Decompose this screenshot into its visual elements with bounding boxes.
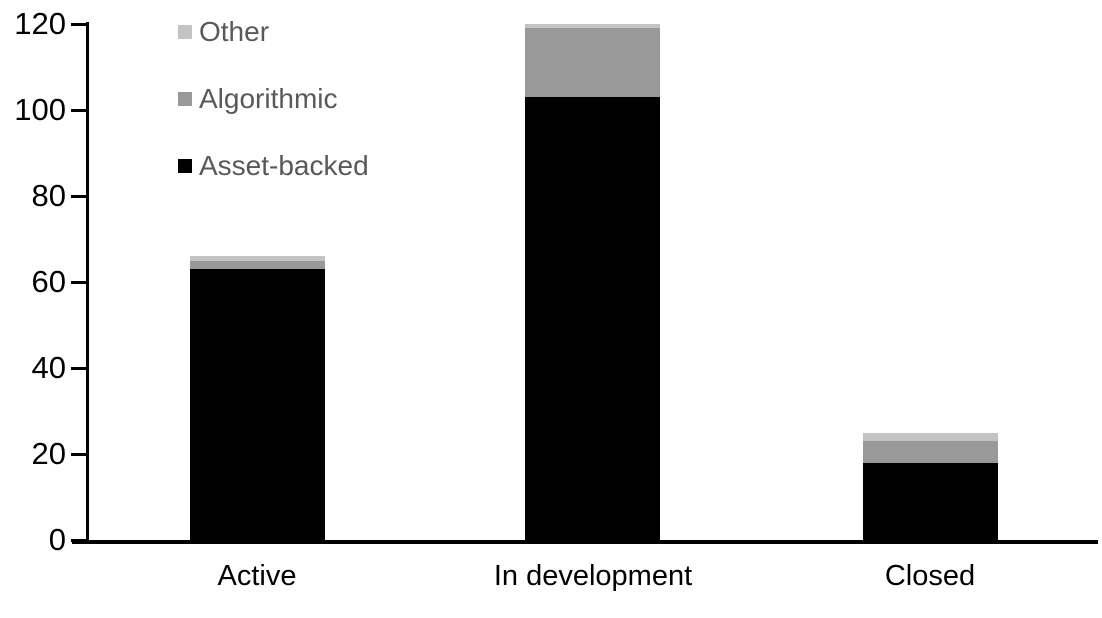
bar-active (190, 256, 325, 540)
bar-segment-active-asset-backed (190, 269, 325, 540)
y-tick (71, 194, 87, 198)
category-label-active: Active (217, 560, 297, 592)
bar-segment-in-development-other (525, 24, 660, 29)
bar-segment-active-algorithmic (190, 260, 325, 270)
legend-swatch-algorithmic (178, 92, 192, 106)
y-tick (71, 280, 87, 284)
y-tick (71, 366, 87, 370)
y-tick-label: 60 (31, 264, 66, 299)
y-tick-label: 0 (48, 522, 66, 557)
y-tick-label: 80 (31, 178, 66, 213)
category-label-in-development: In development (493, 560, 693, 592)
bar-segment-closed-algorithmic (863, 441, 998, 463)
y-tick-label: 20 (31, 436, 66, 471)
bar-segment-closed-other (863, 432, 998, 442)
legend-label-asset-backed: Asset-backed (199, 150, 369, 181)
y-tick (71, 108, 87, 112)
bar-segment-closed-asset-backed (863, 462, 998, 540)
bar-closed (863, 432, 998, 540)
legend-swatch-other (178, 25, 192, 39)
bar-segment-in-development-algorithmic (525, 28, 660, 98)
y-tick (71, 22, 87, 26)
bar-in-development (525, 24, 660, 540)
legend-item-asset-backed: Asset-backed (178, 150, 369, 182)
legend: Other Algorithmic Asset-backed (178, 16, 369, 217)
bar-segment-in-development-asset-backed (525, 97, 660, 540)
y-tick-label: 40 (31, 350, 66, 385)
category-label-closed: Closed (884, 560, 976, 592)
y-tick-label: 120 (14, 6, 66, 41)
legend-label-other: Other (199, 16, 270, 47)
legend-swatch-asset-backed (178, 159, 192, 173)
legend-item-algorithmic: Algorithmic (178, 83, 369, 115)
y-axis-line (86, 22, 89, 544)
x-axis-line (72, 540, 1098, 544)
legend-label-algorithmic: Algorithmic (199, 83, 338, 114)
y-tick (71, 538, 87, 542)
y-tick-label: 100 (14, 92, 66, 127)
bar-segment-active-other (190, 256, 325, 261)
legend-item-other: Other (178, 16, 369, 48)
y-tick (71, 452, 87, 456)
